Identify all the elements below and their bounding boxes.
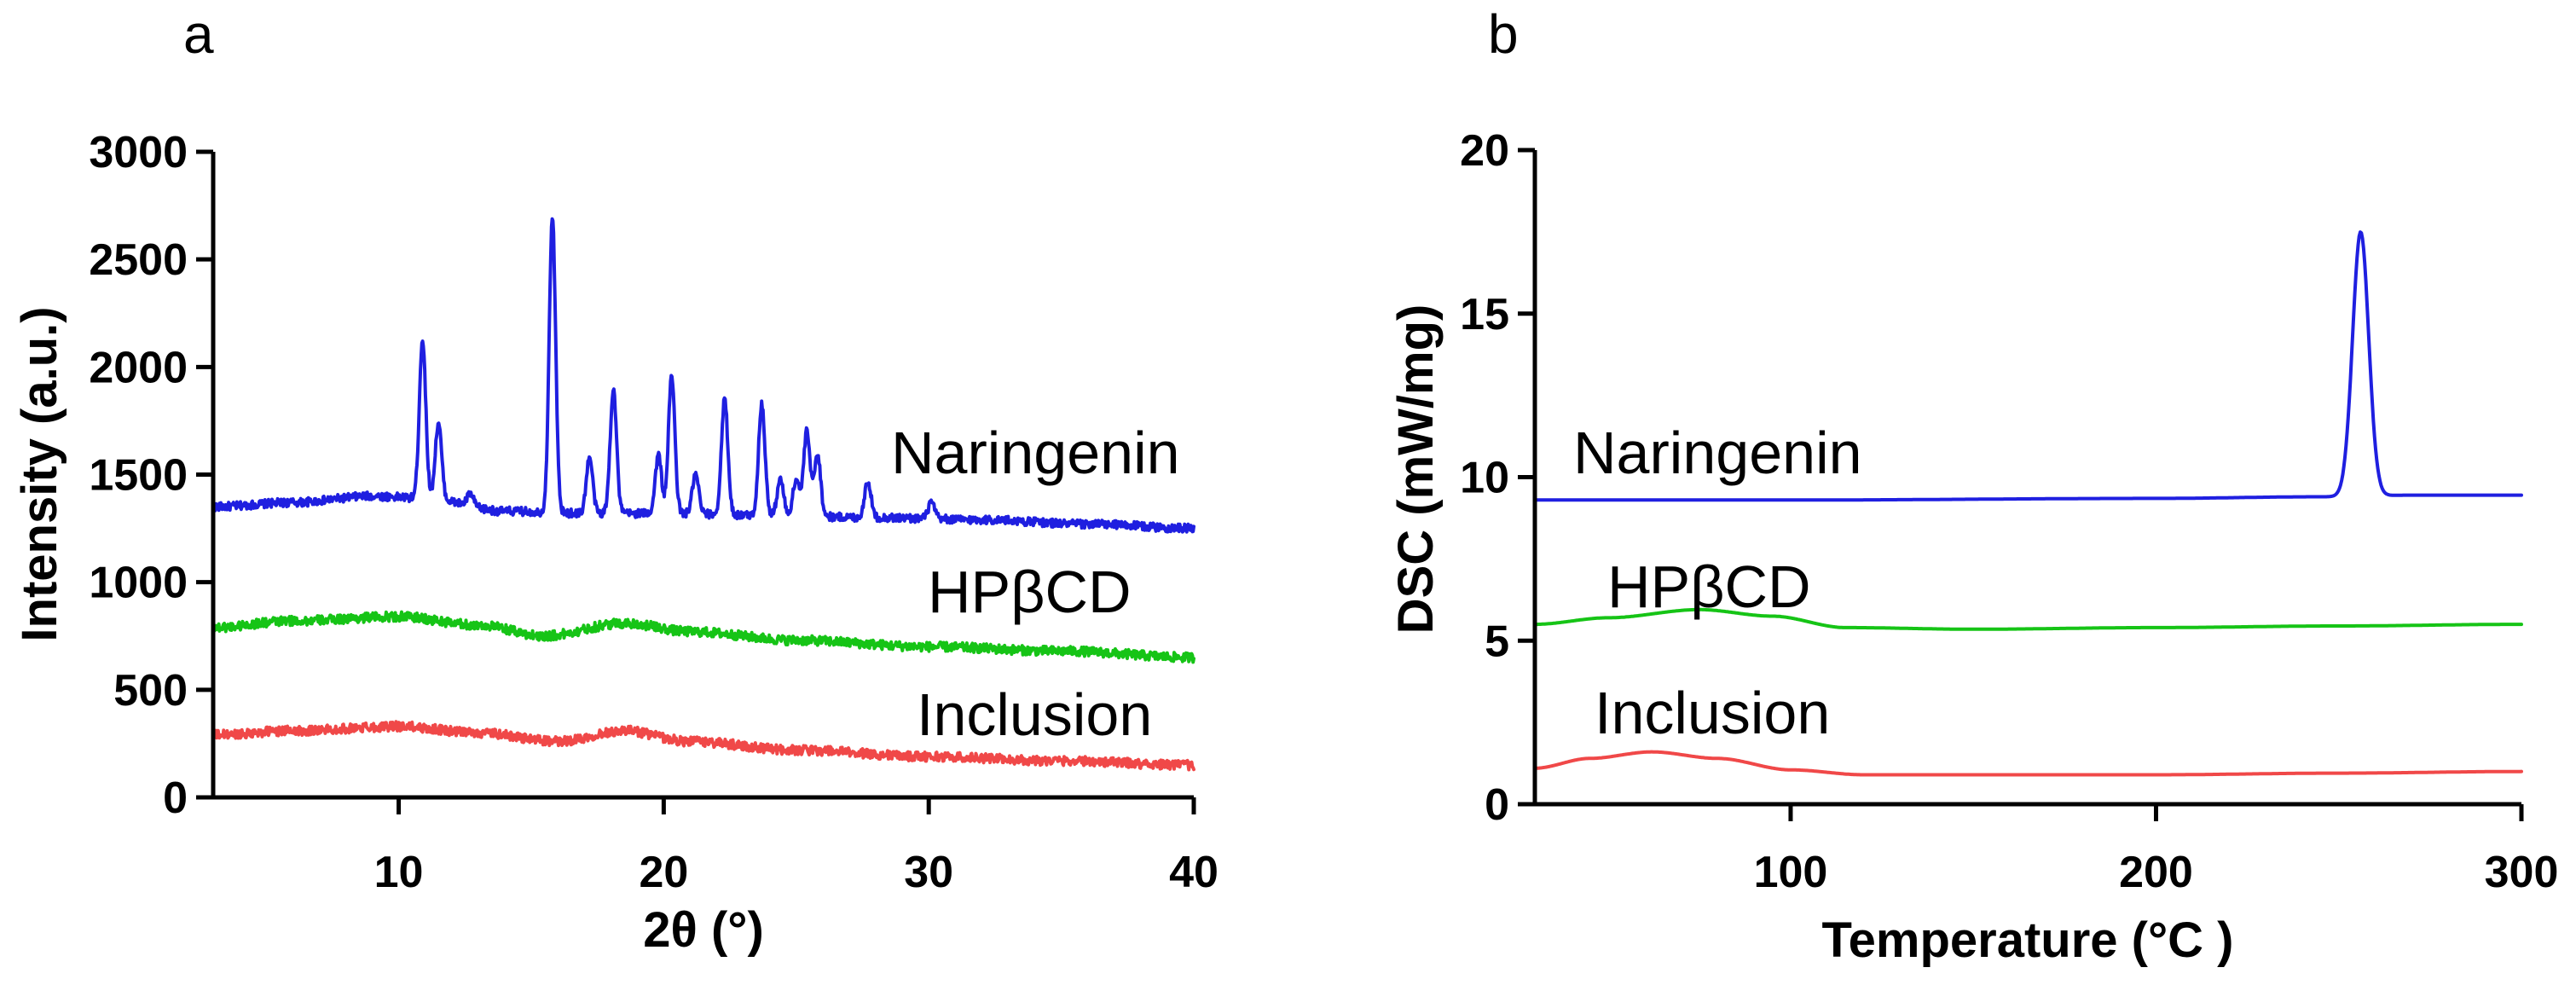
dsc-x-tick-label: 300	[2485, 848, 2559, 897]
xrd-label-naringenin: Naringenin	[891, 420, 1180, 486]
dsc-series-lines	[1533, 230, 2523, 777]
xrd-label-inclusion: Inclusion	[917, 681, 1152, 748]
dsc-ticks: 0 5 10 15 20 100 200 300	[1460, 126, 2558, 897]
dsc-x-tick-label: 100	[1754, 848, 1828, 897]
xrd-x-tick-label: 30	[904, 848, 953, 897]
dsc-label-hpbcd: HPβCD	[1607, 553, 1811, 620]
xrd-panel: a 0 500 1000 1500 2000 2500 3000 10 20 30 40 2θ (°…	[12, 3, 1219, 958]
xrd-y-axis-title: Intensity (a.u.)	[12, 306, 67, 641]
dsc-x-tick-label: 200	[2119, 848, 2193, 897]
dsc-y-tick-label: 20	[1460, 126, 1509, 176]
xrd-y-tick-label: 2500	[89, 235, 188, 285]
xrd-y-tick-label: 3000	[89, 128, 188, 177]
xrd-x-tick-label: 10	[374, 848, 424, 897]
xrd-y-tick-label: 500	[113, 666, 188, 716]
xrd-ticks: 0 500 1000 1500 2000 2500 3000 10 20 30 40	[89, 128, 1219, 897]
dsc-label-inclusion: Inclusion	[1595, 680, 1830, 746]
xrd-label-hpbcd: HPβCD	[928, 559, 1132, 625]
dsc-series-naringenin	[1533, 230, 2523, 502]
xrd-y-tick-label: 2000	[89, 343, 188, 392]
dsc-x-axis-title: Temperature (°C )	[1822, 913, 2234, 968]
dsc-y-tick-label: 5	[1485, 617, 1509, 666]
dsc-y-tick-label: 15	[1460, 290, 1509, 339]
xrd-y-tick-label: 1500	[89, 451, 188, 501]
dsc-y-tick-label: 0	[1485, 780, 1509, 830]
panel-letter-a: a	[183, 3, 214, 65]
dsc-panel: b 0 5 10 15 20 100 200 300 Temperature (°C ) DS…	[1388, 3, 2558, 968]
panel-letter-b: b	[1488, 3, 1519, 65]
xrd-y-tick-label: 1000	[89, 559, 188, 608]
xrd-series-inclusion	[211, 720, 1195, 772]
xrd-series-hp-cd	[211, 610, 1195, 664]
xrd-x-tick-label: 20	[639, 848, 688, 897]
dsc-label-naringenin: Naringenin	[1573, 420, 1862, 486]
xrd-y-tick-label: 0	[163, 774, 188, 823]
dsc-series-hp-cd	[1533, 607, 2523, 631]
dsc-y-axis-title: DSC (mW/mg)	[1388, 304, 1444, 634]
dsc-series-inclusion	[1533, 750, 2523, 777]
xrd-x-axis-title: 2θ (°)	[643, 902, 764, 958]
xrd-series-naringenin	[211, 217, 1195, 534]
xrd-series-lines	[211, 217, 1195, 772]
xrd-x-tick-label: 40	[1169, 848, 1219, 897]
dsc-y-tick-label: 10	[1460, 454, 1509, 503]
